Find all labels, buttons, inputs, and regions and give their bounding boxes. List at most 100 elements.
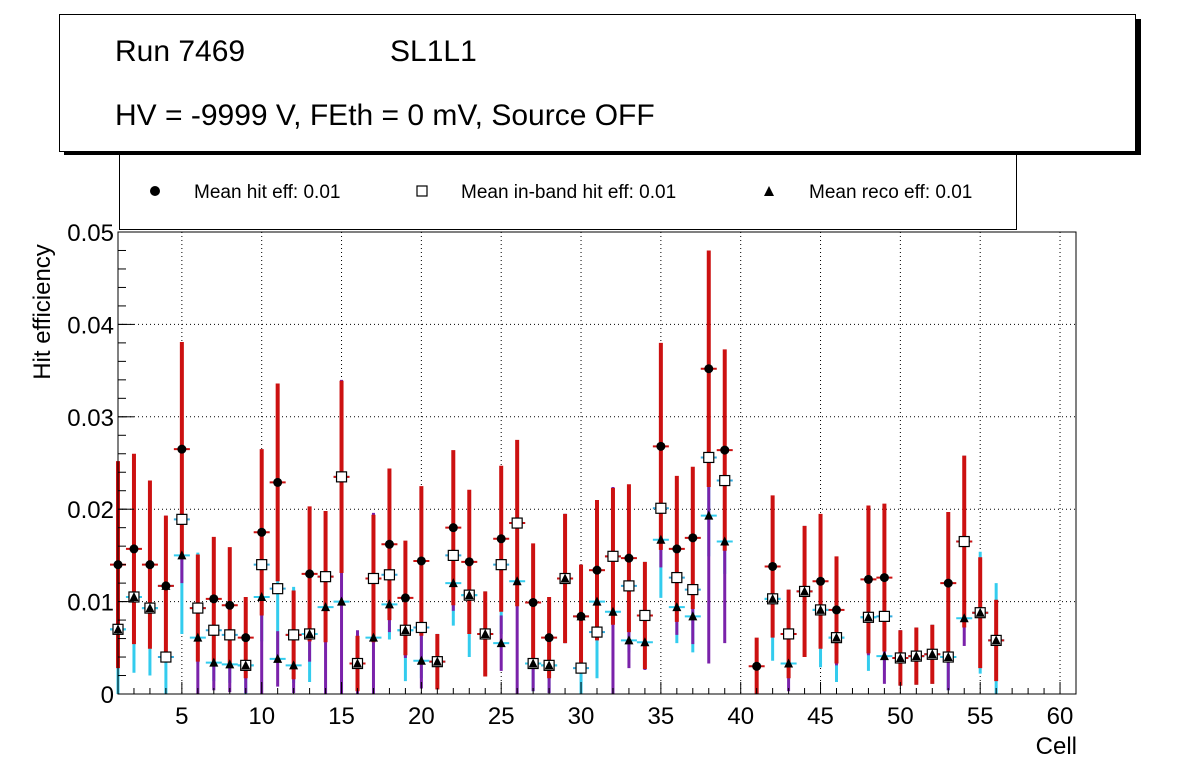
- hit-eff-point: [225, 600, 235, 610]
- hit-eff-point: [384, 539, 394, 549]
- reco-eff-point: [608, 606, 618, 616]
- hit-eff-point: [464, 557, 474, 567]
- legend-marker-circle: [150, 186, 160, 196]
- legend-label-reco-eff: Mean reco eff: 0.01: [809, 182, 973, 203]
- reco-eff-point: [656, 534, 666, 544]
- inband-eff-point: [511, 517, 523, 529]
- legend-marker-square: [416, 185, 428, 197]
- reco-eff-point: [911, 651, 921, 661]
- hit-eff-point: [624, 553, 634, 563]
- reco-eff-point: [640, 637, 650, 647]
- reco-eff-point: [193, 632, 203, 642]
- y-tick-label: 0.05: [67, 220, 114, 247]
- reco-eff-point: [576, 611, 586, 621]
- reco-eff-point: [959, 613, 969, 623]
- hit-eff-point: [448, 523, 458, 533]
- inband-eff-point: [415, 621, 427, 634]
- hit-eff-point: [273, 477, 283, 487]
- reco-eff-point: [832, 632, 841, 642]
- inband-eff-point: [208, 624, 220, 636]
- hit-eff-point: [177, 444, 187, 454]
- axes: 5 10 15 20 25 30 35 40 45 50 55 60 0 0.01 0.02 0.03 0.04…: [67, 220, 1073, 730]
- inband-eff-point: [272, 583, 284, 595]
- reco-eff-point: [943, 652, 953, 662]
- reco-eff-point: [305, 628, 315, 638]
- x-tick-label: 5: [175, 703, 188, 730]
- inband-eff-point: [719, 474, 731, 487]
- inband-eff-point: [495, 559, 507, 571]
- inband-eff-point: [383, 569, 396, 581]
- legend-label-inband-eff: Mean in-band hit eff: 0.01: [461, 182, 677, 203]
- conditions-label: HV = -9999 V, FEth = 0 mV, Source OFF: [115, 99, 655, 132]
- reco-eff-point: [496, 638, 506, 648]
- inband-eff-point: [176, 513, 188, 525]
- reco-eff-point: [768, 593, 778, 603]
- inband-eff-point: [575, 662, 587, 674]
- legend-label-hit-eff: Mean hit eff: 0.01: [194, 182, 341, 203]
- inband-eff-point: [655, 502, 667, 514]
- reco-eff-point: [448, 578, 458, 588]
- hit-eff-point: [400, 593, 410, 603]
- x-tick-label: 30: [568, 703, 595, 730]
- reco-eff-point: [560, 573, 570, 583]
- reco-eff-point: [177, 550, 187, 560]
- inband-eff-point: [703, 451, 715, 464]
- reco-eff-point: [895, 652, 905, 662]
- reco-eff-point: [544, 660, 554, 670]
- inband-eff-point: [224, 629, 236, 641]
- reco-eff-point: [480, 628, 490, 638]
- inband-eff-point: [160, 651, 172, 663]
- inband-eff-point: [447, 549, 459, 562]
- x-tick-label: 40: [727, 703, 754, 730]
- y-axis-label: Hit efficiency: [29, 244, 56, 380]
- inband-eff-point: [319, 571, 332, 583]
- y-tick-label: 0.02: [67, 497, 114, 524]
- layer-label: SL1L1: [390, 35, 477, 68]
- reco-eff-point: [416, 655, 426, 665]
- x-tick-label: 10: [248, 703, 275, 730]
- reco-eff-point: [209, 657, 219, 667]
- hit-eff-point: [528, 598, 538, 608]
- hit-eff-point: [592, 565, 602, 575]
- reco-eff-point: [384, 599, 394, 609]
- reco-eff-point: [273, 653, 283, 663]
- hit-eff-point: [704, 364, 714, 374]
- reco-eff-point: [289, 660, 299, 670]
- y-tick-label: 0.04: [67, 312, 114, 339]
- reco-eff-point: [975, 607, 985, 617]
- inband-eff-point: [958, 535, 970, 548]
- hit-eff-point: [832, 605, 841, 615]
- x-axis-label: Cell: [1036, 733, 1077, 760]
- hit-eff-point: [879, 573, 889, 583]
- inband-eff-point: [671, 571, 683, 584]
- hit-eff-point: [768, 561, 778, 571]
- x-tick-label: 50: [887, 703, 914, 730]
- inband-eff-point: [623, 580, 635, 592]
- reco-eff-point: [464, 590, 474, 600]
- inband-eff-point: [591, 626, 603, 638]
- x-tick-label: 20: [408, 703, 435, 730]
- title-line-1: Run 7469 SL1L1: [115, 35, 477, 69]
- title-box: Run 7469 SL1L1 HV = -9999 V, FEth = 0 mV,…: [59, 14, 1136, 152]
- reco-eff-point: [528, 658, 538, 668]
- reco-eff-point: [225, 659, 235, 669]
- reco-eff-point: [145, 603, 155, 613]
- reco-eff-point: [816, 604, 826, 614]
- y-tick-label: 0: [101, 682, 114, 709]
- x-tick-label: 25: [488, 703, 515, 730]
- reco-eff-point: [241, 660, 251, 670]
- inband-eff-point: [878, 610, 891, 622]
- reco-eff-point: [353, 658, 362, 668]
- reco-eff-point: [337, 596, 347, 606]
- inband-eff-point: [607, 550, 619, 562]
- hit-eff-point: [416, 556, 426, 566]
- reco-eff-point: [368, 632, 378, 642]
- reco-eff-point: [432, 656, 442, 666]
- hit-eff-point: [720, 445, 730, 455]
- hit-eff-point: [656, 441, 666, 451]
- hit-eff-point: [688, 533, 698, 543]
- x-tick-label: 55: [967, 703, 994, 730]
- reco-eff-point: [592, 596, 602, 606]
- inband-eff-point: [192, 602, 204, 614]
